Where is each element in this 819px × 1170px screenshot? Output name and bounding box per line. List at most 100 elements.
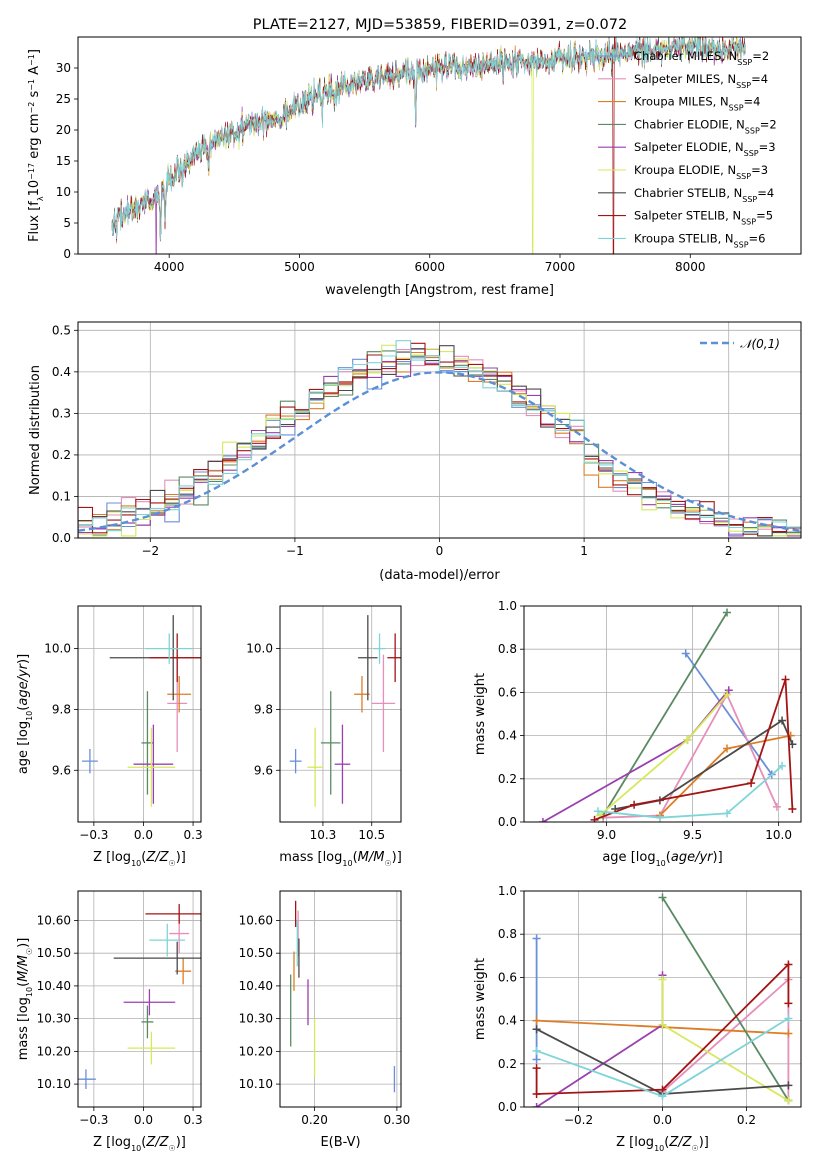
x-tick-label: 8000 (675, 260, 706, 274)
x-tick-label: 10.5 (358, 828, 385, 842)
spectrum-legend: Chabrier MILES, NSSP=2 Salpeter MILES, NS… (598, 49, 777, 249)
axes-frame (77, 605, 202, 823)
weight-series-3 (602, 612, 728, 816)
x-tick-label: 0.0 (653, 1113, 672, 1127)
y-tick-label: 15 (56, 154, 71, 168)
x-axis-label: wavelength [Angstrom, rest frame] (325, 283, 554, 298)
x-axis-label: Z [log10(Z/Z☉)] (93, 1135, 186, 1153)
weight-marker (788, 805, 797, 814)
weight-marker (781, 675, 790, 684)
plot-area (111, 37, 746, 254)
x-tick-label: 1 (580, 544, 588, 558)
x-tick-label: 7000 (545, 260, 576, 274)
x-tick-label: 0.0 (134, 1113, 153, 1127)
panel-age_vs_mass: 10.3 10.5 9.6 9.8 10.0 mass [log10(M/M☉)] (246, 605, 402, 868)
y-tick-label: 10.10 (37, 1077, 71, 1091)
y-tick-label: 0.4 (498, 729, 517, 743)
panel-weight_vs_Z: −0.2 0.0 0.2 0.0 0.2 0.4 0.6 0.8 1.0 Z [log10(Z/Z… (473, 884, 802, 1153)
y-tick-label: 10.50 (37, 946, 71, 960)
y-tick-label: 10.40 (37, 979, 71, 993)
weight-marker (655, 813, 664, 822)
weight-marker (747, 779, 756, 788)
x-axis-label: E(B-V) (320, 1135, 360, 1150)
y-tick-label: 10.30 (239, 1012, 273, 1026)
plot-area (289, 615, 401, 807)
weight-marker (724, 686, 733, 695)
panel-residual_hist: −2 −1 0 1 2 0.0 0.1 0.2 0.3 0.4 0.5 𝒩(0,1) (data-mod… (28, 321, 802, 583)
y-tick-label: 0.2 (498, 772, 517, 786)
y-axis-label: mass weight (473, 958, 488, 1040)
legend-entry-6: Chabrier STELIB, NSSP=4 (634, 186, 774, 204)
axes-frame (279, 890, 402, 1108)
weight-marker (532, 1103, 541, 1107)
panel-mass_vs_ebv: 0.20 0.30 10.10 10.20 10.30 10.40 10.50 10.60 E(… (239, 890, 410, 1150)
panel-spectrum: 4000 5000 6000 7000 8000 0 5 10 15 20 25 30 waveleng… (27, 36, 802, 298)
y-tick-label: 0.0 (498, 1100, 517, 1114)
plot-area (78, 340, 801, 538)
weight-marker (532, 1025, 541, 1034)
weight-series-4 (536, 975, 664, 1107)
weight-marker (593, 807, 602, 816)
plot-area (81, 615, 201, 807)
weight-marker (532, 1055, 541, 1064)
y-tick-label: 0.4 (52, 365, 71, 379)
x-tick-label: −2 (141, 544, 159, 558)
x-axis-label: mass [log10(M/M☉)] (279, 850, 402, 868)
y-tick-label: 10.20 (37, 1044, 71, 1058)
weight-marker (723, 608, 732, 617)
plot-area (78, 904, 201, 1089)
x-axis-label: age [log10(age/yr)] (602, 850, 722, 868)
axes-frame (77, 36, 802, 255)
legend-entry-8: Kroupa STELIB, NSSP=6 (634, 231, 765, 249)
legend-entry-7: Salpeter STELIB, NSSP=5 (634, 209, 773, 227)
weight-marker (784, 1014, 793, 1023)
x-tick-label: 4000 (154, 260, 185, 274)
x-tick-label: −1 (286, 544, 304, 558)
y-tick-label: 10.10 (239, 1077, 273, 1091)
y-axis-label: Flux [fλ10−17 erg cm−2 s−1 A−1] (27, 49, 45, 242)
x-tick-label: −0.3 (79, 1113, 108, 1127)
hist-series-8 (78, 340, 801, 538)
weight-marker (723, 809, 732, 818)
weight-marker (658, 975, 667, 984)
y-axis-label: age [log10(age/yr)] (16, 654, 34, 774)
weight-marker (630, 800, 639, 809)
x-axis-label: Z [log10(Z/Z☉)] (93, 850, 186, 868)
weight-marker (778, 716, 787, 725)
y-tick-label: 0.1 (52, 489, 71, 503)
panel-mass_vs_Z: −0.3 0.0 0.3 10.10 10.20 10.30 10.40 10.50 10.60… (16, 890, 203, 1153)
weight-series-1 (603, 692, 778, 819)
weight-marker (681, 649, 690, 658)
y-tick-label: 10.20 (239, 1044, 273, 1058)
x-axis-label: Z [log10(Z/Z☉)] (616, 1135, 709, 1153)
weight-series-7 (594, 679, 794, 821)
y-tick-label: 0.6 (498, 685, 517, 699)
x-tick-label: 0.20 (301, 1113, 328, 1127)
weight-marker (683, 735, 692, 744)
y-tick-label: 1.0 (498, 884, 517, 898)
x-tick-label: −0.3 (79, 828, 108, 842)
legend-entry-5: Kroupa ELODIE, NSSP=3 (634, 163, 768, 181)
weight-marker (532, 934, 541, 943)
x-tick-label: 9.5 (683, 828, 702, 842)
y-tick-label: 9.8 (254, 702, 273, 716)
x-tick-label: 0 (436, 544, 444, 558)
axes-frame (523, 605, 802, 823)
weight-series-3 (661, 897, 790, 1101)
y-tick-label: 0.0 (498, 815, 517, 829)
axes-frame (77, 890, 202, 1108)
weight-marker (532, 1090, 541, 1099)
weight-series-8 (597, 765, 783, 819)
y-axis-label: Normed distribution (28, 365, 43, 495)
y-tick-label: 0.4 (498, 1014, 517, 1028)
y-tick-label: 10.0 (44, 642, 71, 656)
y-tick-label: 0.5 (52, 323, 71, 337)
plot-area (538, 608, 797, 822)
weight-marker (784, 999, 793, 1008)
axes-frame (279, 605, 402, 823)
x-tick-label: 0.3 (184, 1113, 203, 1127)
figure-title: PLATE=2127, MJD=53859, FIBERID=0391, z=0… (253, 17, 627, 33)
weight-marker (590, 815, 599, 822)
y-tick-label: 0 (63, 247, 71, 261)
weight-marker (532, 1064, 541, 1073)
